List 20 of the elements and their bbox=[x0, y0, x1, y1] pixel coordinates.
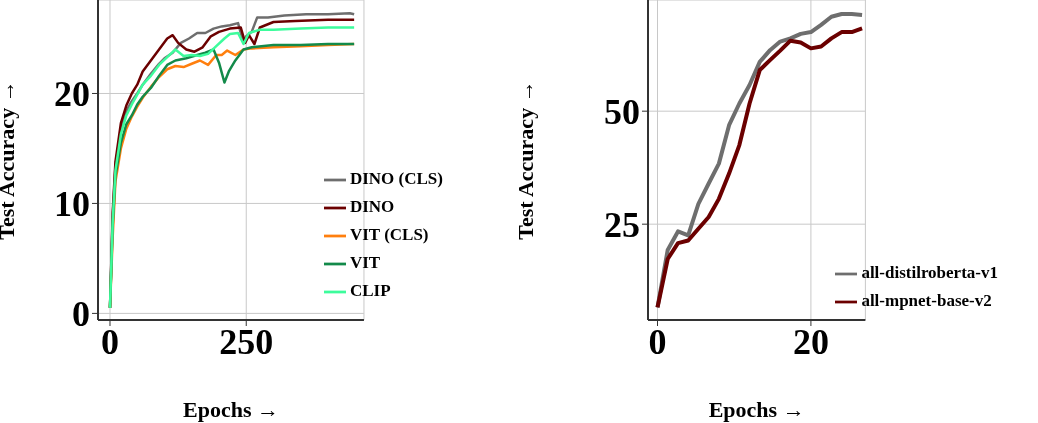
x-tick-label: 250 bbox=[219, 321, 274, 362]
y-tick-label: 0 bbox=[72, 294, 90, 335]
x-tick-label: 20 bbox=[792, 321, 829, 362]
legend-label: VIT (CLS) bbox=[349, 225, 429, 244]
x-tick-label: 0 bbox=[648, 321, 667, 362]
y-axis-title: Test Accuracy → bbox=[0, 80, 19, 240]
legend-label: VIT bbox=[349, 253, 381, 272]
legend-label: all-distilroberta-v1 bbox=[861, 263, 998, 282]
y-tick-label: 25 bbox=[604, 204, 640, 245]
x-axis-title: Epochs → bbox=[708, 397, 805, 422]
x-axis-title: Epochs → bbox=[182, 397, 279, 422]
legend-label: CLIP bbox=[349, 281, 391, 300]
legend-label: DINO (CLS) bbox=[349, 169, 443, 188]
y-tick-label: 50 bbox=[604, 91, 640, 132]
x-tick-label: 0 bbox=[100, 321, 119, 362]
y-axis-title: Test Accuracy → bbox=[512, 80, 538, 240]
legend-label: all-mpnet-base-v2 bbox=[861, 291, 992, 310]
y-tick-label: 20 bbox=[54, 74, 90, 115]
y-tick-label: 10 bbox=[54, 184, 90, 225]
legend-label: DINO bbox=[349, 197, 395, 216]
